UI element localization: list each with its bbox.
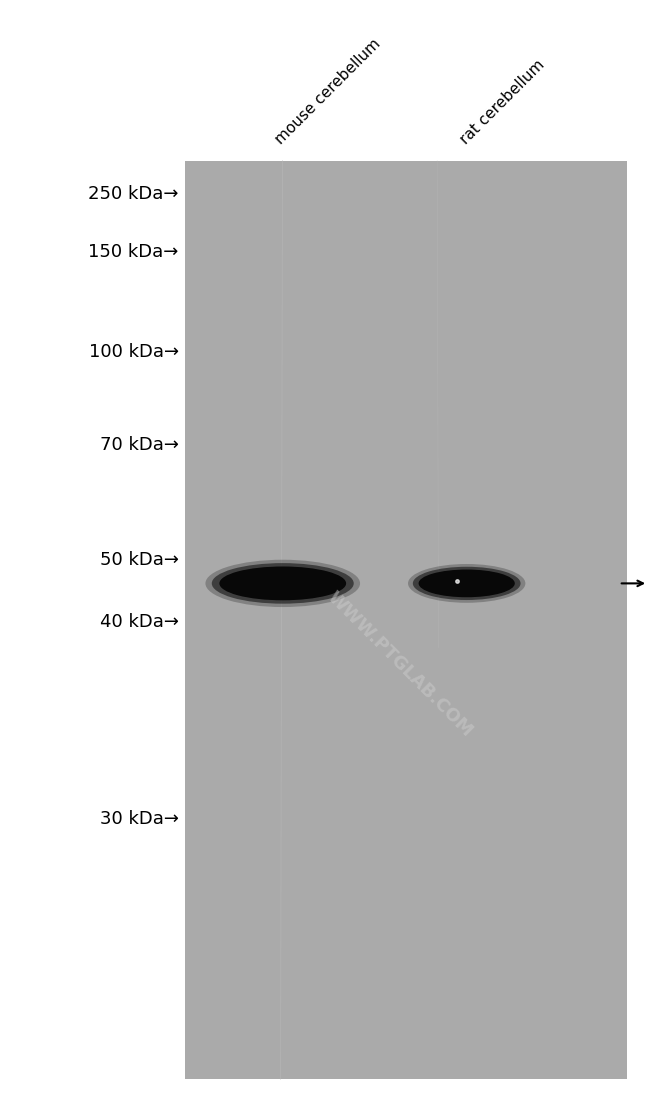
Text: 30 kDa→: 30 kDa→: [99, 810, 179, 828]
Ellipse shape: [220, 567, 346, 600]
Text: 100 kDa→: 100 kDa→: [88, 343, 179, 361]
Text: 150 kDa→: 150 kDa→: [88, 244, 179, 261]
Text: 40 kDa→: 40 kDa→: [99, 613, 179, 631]
Bar: [185, 161, 627, 1079]
Text: 250 kDa→: 250 kDa→: [88, 185, 179, 203]
Ellipse shape: [212, 563, 354, 603]
Ellipse shape: [413, 567, 521, 600]
Text: 70 kDa→: 70 kDa→: [99, 436, 179, 454]
Ellipse shape: [205, 560, 360, 607]
Text: 50 kDa→: 50 kDa→: [99, 551, 179, 569]
Text: rat cerebellum: rat cerebellum: [458, 58, 547, 147]
Ellipse shape: [408, 563, 525, 603]
Ellipse shape: [419, 569, 515, 598]
Text: mouse cerebellum: mouse cerebellum: [272, 37, 383, 147]
Text: WWW.PTGLAB.COM: WWW.PTGLAB.COM: [324, 588, 476, 741]
